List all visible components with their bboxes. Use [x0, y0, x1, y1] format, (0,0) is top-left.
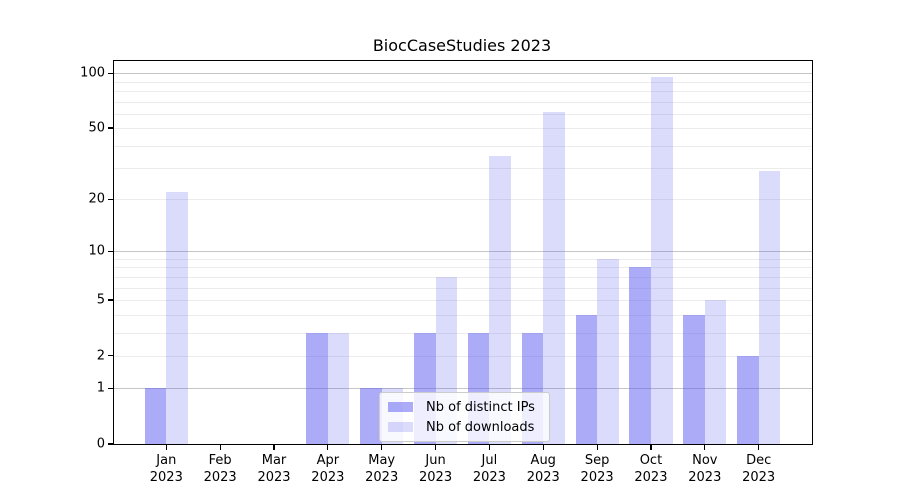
x-tick-label: Apr 2023	[311, 453, 345, 485]
gridline-minor	[114, 113, 812, 115]
y-tick-mark	[108, 198, 113, 200]
x-tick-label: Mar 2023	[257, 453, 291, 485]
x-tick-label: Feb 2023	[203, 453, 237, 485]
gridline-minor	[114, 287, 812, 289]
y-tick-mark	[108, 299, 113, 301]
x-tick-mark	[542, 445, 544, 450]
x-tick-mark	[596, 445, 598, 450]
y-tick-label: 0	[96, 436, 105, 452]
x-tick-mark	[434, 445, 437, 450]
gridlines-layer	[114, 61, 812, 444]
gridline-major	[114, 73, 812, 75]
bar-distinct-ips-sep	[575, 314, 598, 444]
gridline-minor	[114, 267, 812, 269]
legend-label-distinct-ips: Nb of distinct IPs	[426, 399, 535, 415]
y-axis: 100 50 20 10 5 2 1 0	[80, 61, 812, 451]
x-tick-mark	[165, 445, 167, 450]
bar-downloads-jul	[489, 156, 511, 444]
gridline-minor	[114, 145, 812, 147]
bar-downloads-dec	[758, 170, 781, 444]
gridline-minor	[114, 300, 812, 302]
y-tick-label: 100	[80, 65, 105, 81]
x-axis: Jan 2023 Feb 2023 Mar 2023 Apr 2023 May 2023 Jun 20…	[114, 61, 812, 485]
gridline-minor	[114, 199, 812, 201]
x-tick-mark	[381, 445, 383, 450]
legend-entry-distinct-ips: Nb of distinct IPs	[388, 399, 535, 415]
bar-distinct-ips-apr	[306, 332, 328, 444]
y-tick-label: 5	[96, 292, 105, 308]
gridline-minor	[114, 90, 812, 92]
gridline-major	[114, 251, 812, 253]
y-tick-mark	[108, 127, 113, 129]
y-tick-label: 1	[96, 380, 105, 396]
chart-title: BiocCaseStudies 2023	[372, 36, 552, 55]
x-tick-label: Dec 2023	[742, 453, 776, 485]
x-tick-label: Sep 2023	[580, 453, 614, 485]
bar-downloads-sep	[597, 259, 619, 444]
bar-downloads-aug	[543, 112, 565, 444]
bar-distinct-ips-dec	[737, 355, 759, 444]
bar-distinct-ips-nov	[683, 314, 705, 444]
gridline-minor	[114, 128, 812, 130]
x-tick-label: May 2023	[365, 453, 399, 485]
bar-distinct-ips-jan	[144, 388, 167, 444]
y-tick-label: 10	[88, 243, 105, 259]
gridline-minor	[114, 168, 812, 170]
legend-swatch-downloads	[388, 422, 413, 432]
y-tick-mark	[108, 250, 113, 252]
x-tick-mark	[758, 445, 760, 450]
y-tick-label: 2	[96, 348, 105, 364]
y-tick-mark	[108, 355, 113, 357]
x-tick-mark	[219, 445, 221, 450]
bar-downloads-apr	[327, 332, 350, 444]
bar-downloads-oct	[650, 77, 673, 444]
y-tick-mark	[108, 443, 113, 445]
legend-label-downloads: Nb of downloads	[426, 419, 535, 435]
x-tick-label: Jul 2023	[472, 453, 506, 485]
x-tick-mark	[327, 445, 329, 450]
x-tick-label: Aug 2023	[526, 453, 560, 485]
x-tick-mark	[650, 445, 652, 450]
y-tick-label: 20	[88, 191, 105, 207]
x-tick-mark	[488, 445, 490, 450]
y-tick-mark	[108, 387, 113, 389]
legend-swatch-distinct-ips	[388, 402, 413, 412]
x-tick-label: Jun 2023	[419, 453, 453, 485]
y-tick-mark	[108, 72, 113, 74]
x-tick-mark	[273, 445, 275, 450]
plot-area: 100 50 20 10 5 2 1 0 Jan 2023 Feb 2023 Mar 2023 Apr 20…	[80, 60, 813, 485]
gridline-minor	[114, 276, 812, 278]
bar-distinct-ips-may	[360, 388, 382, 444]
gridline-minor	[114, 101, 812, 103]
gridline-minor	[114, 332, 812, 334]
gridline-minor	[114, 314, 812, 316]
gridline-minor	[114, 259, 812, 260]
legend-entry-downloads: Nb of downloads	[388, 419, 535, 435]
gridline-major	[114, 388, 812, 390]
y-tick-label: 50	[88, 120, 105, 136]
gridline-minor	[114, 81, 812, 83]
bar-downloads-nov	[704, 300, 727, 444]
gridline-minor	[114, 355, 812, 357]
bar-distinct-ips-oct	[629, 267, 651, 444]
x-tick-mark	[704, 445, 706, 450]
x-tick-label: Nov 2023	[688, 453, 722, 485]
bar-downloads-jan	[166, 192, 188, 444]
legend: Nb of distinct IPs Nb of downloads	[379, 392, 550, 442]
x-tick-label: Jan 2023	[149, 453, 183, 485]
x-tick-label: Oct 2023	[634, 453, 668, 485]
